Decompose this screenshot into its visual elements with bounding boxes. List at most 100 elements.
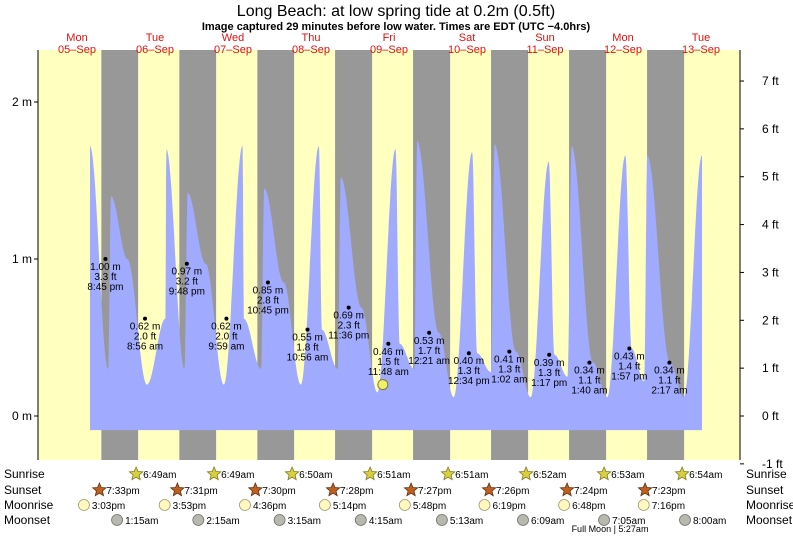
day-label-date: 10–Sep (448, 44, 486, 56)
extreme-dot (507, 349, 512, 354)
sunrise-time: 6:50am (299, 470, 332, 481)
extreme-height-ft: 1.7 ft (418, 346, 440, 357)
extreme-dot (224, 316, 229, 321)
moonset-icon (354, 514, 367, 526)
sunset-icon (325, 481, 341, 497)
chart-title: Long Beach: at low spring tide at 0.2m (… (237, 3, 555, 20)
right-tick-label: 5 ft (762, 170, 779, 184)
extreme-height-m: 1.00 m (90, 262, 121, 273)
moonrise-time: 3:53pm (173, 501, 206, 512)
extreme-height-m: 0.34 m (574, 366, 605, 377)
extreme-height-ft: 1.8 ft (296, 343, 318, 354)
sunset-icon (169, 481, 185, 497)
moonrise-icon (637, 499, 650, 511)
moonrise-icon (318, 499, 331, 511)
extreme-dot (265, 280, 270, 285)
extreme-height-ft: 1.3 ft (538, 368, 560, 379)
moonset-icon (435, 514, 448, 526)
day-label-dow: Sat (459, 32, 476, 44)
extreme-height-m: 0.85 m (253, 286, 284, 297)
extreme-time: 12:21 am (408, 356, 450, 367)
row-label-right: Moonset (746, 513, 793, 527)
chart-subtitle: Image captured 29 minutes before low wat… (202, 21, 591, 33)
tide-area (90, 141, 702, 431)
moonset-icon (598, 514, 610, 526)
moonrise-icon (478, 499, 491, 511)
current-level-dot (377, 379, 389, 391)
moonset-time: 8:00am (693, 516, 726, 527)
extreme-height-m: 0.69 m (333, 311, 364, 322)
day-label-dow: Mon (66, 32, 87, 44)
moonrise-icon (78, 499, 90, 511)
extreme-dot (386, 341, 391, 346)
moonrise-time: 3:03pm (92, 501, 125, 512)
extreme-dot (346, 305, 351, 310)
moonset-time: 7:05am (612, 516, 645, 527)
day-label-dow: Thu (302, 32, 321, 44)
right-tick-label: 0 ft (762, 409, 779, 423)
moonrise-icon (398, 499, 411, 511)
extreme-time: 1:17 pm (531, 378, 567, 389)
moonset-time: 1:15am (125, 516, 158, 527)
sunrise-icon (518, 465, 534, 481)
row-label-left: Moonrise (4, 498, 54, 512)
moonrise-time: 5:14pm (333, 501, 366, 512)
sunset-icon (247, 481, 263, 497)
day-label-date: 07–Sep (214, 44, 252, 56)
sunrise-time: 6:51am (377, 470, 410, 481)
extreme-height-ft: 3.3 ft (94, 272, 116, 283)
extreme-dot (184, 261, 189, 266)
day-label-dow: Tue (692, 32, 711, 44)
axes: 0 m 1 m 2 m -1 ft 0 ft 1 ft 2 ft 3 ft 4 ft 5 ft 6 … (12, 50, 783, 471)
extreme-height-ft: 2.0 ft (134, 332, 156, 343)
day-label-dow: Wed (222, 32, 244, 44)
extreme-time: 10:56 am (287, 353, 329, 364)
day-labels: Mon05–SepTue06–SepWed07–SepThu08–SepFri0… (58, 32, 720, 56)
day-label-dow: Sun (535, 32, 555, 44)
extreme-time: 11:48 am (368, 367, 409, 378)
extreme-dot (103, 257, 108, 261)
moonset-icon (111, 514, 123, 526)
extreme-dot (427, 330, 432, 335)
extreme-dot (667, 360, 672, 365)
right-tick-label: 7 ft (762, 74, 779, 88)
sunset-time: 7:31pm (184, 486, 217, 497)
day-label-dow: Mon (612, 32, 633, 44)
left-tick-label: 2 m (12, 95, 32, 109)
extreme-dot (547, 352, 552, 357)
extreme-height-m: 0.97 m (172, 267, 203, 278)
right-tick-label: 3 ft (762, 265, 779, 279)
right-tick-label: 1 ft (762, 361, 779, 375)
extreme-time: 8:45 pm (87, 282, 123, 293)
sunrise-icon (128, 465, 144, 481)
moonset-time: 6:09am (531, 516, 564, 527)
extreme-height-m: 0.53 m (414, 336, 445, 347)
extreme-height-ft: 1.5 ft (377, 357, 399, 368)
row-label-right: Moonrise (746, 498, 793, 512)
sunset-time: 7:23pm (652, 486, 685, 497)
sunset-time: 7:28pm (340, 486, 373, 497)
extreme-height-m: 0.55 m (292, 333, 323, 344)
extreme-height-m: 0.43 m (614, 351, 645, 362)
moonset-icon (679, 514, 691, 526)
moonrise-time: 6:48pm (572, 501, 605, 512)
extreme-height-m: 0.62 m (211, 322, 242, 333)
moonset-time: 5:13am (450, 516, 483, 527)
sunset-icon (559, 481, 575, 497)
sunset-time: 7:26pm (496, 486, 529, 497)
sunset-time: 7:30pm (262, 486, 295, 497)
extreme-height-m: 0.41 m (494, 355, 525, 366)
moonrise-time: 7:16pm (652, 501, 685, 512)
row-label-left: Sunrise (4, 467, 45, 481)
sunset-time: 7:24pm (574, 486, 607, 497)
day-label-date: 11–Sep (526, 44, 563, 56)
sunrise-time: 6:52am (533, 470, 566, 481)
moonset-icon (192, 514, 205, 526)
moonrise-time: 4:36pm (253, 501, 286, 512)
extreme-height-ft: 2.0 ft (215, 332, 237, 343)
moonset-time: 3:15am (288, 516, 321, 527)
moonset-time: 4:15am (369, 516, 402, 527)
extreme-time: 1:40 am (571, 386, 607, 397)
extreme-height-m: 0.39 m (534, 358, 565, 369)
